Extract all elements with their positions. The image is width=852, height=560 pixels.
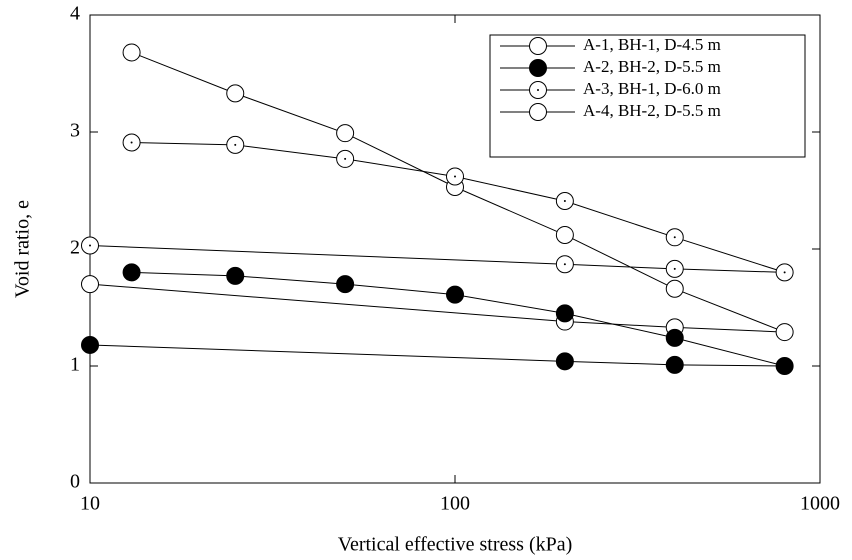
marker [529,59,547,77]
marker-circle [775,323,794,342]
marker [555,255,574,274]
marker-dot [130,141,133,144]
marker [665,279,684,298]
marker-circle [81,335,99,354]
marker-circle [665,355,684,374]
series-line [89,51,785,333]
marker [446,167,464,186]
marker-circle [555,225,574,244]
x-axis-title: Vertical effective stress (kPa) [338,534,573,556]
marker-dot [783,271,786,274]
marker-circle [81,275,99,294]
marker [226,266,245,285]
y-tick-label: 1 [70,354,80,376]
marker [446,285,464,304]
series-line [89,271,785,367]
marker [122,43,141,62]
marker [529,37,547,55]
legend-label: A-1, BH-1, D-4.5 m [583,35,721,54]
marker-dot [673,236,676,239]
marker [775,323,794,342]
marker [555,304,574,323]
marker [555,192,574,211]
marker-circle [529,37,547,55]
y-tick-label: 4 [70,3,80,25]
marker-dot [673,267,676,270]
marker-circle [665,328,684,347]
marker [775,263,794,282]
marker [529,81,547,99]
marker-dot [344,157,347,160]
y-tick-label: 3 [70,120,80,142]
marker-circle [226,84,245,103]
legend-label: A-4, BH-2, D-5.5 m [583,101,721,120]
marker-dot [89,244,91,247]
marker-circle [336,124,355,143]
marker-circle [122,263,141,282]
y-tick-label: 2 [70,237,80,259]
marker [665,228,684,247]
marker [555,352,574,371]
y-tick-label: 0 [70,471,80,493]
marker-circle [529,59,547,77]
marker-circle [226,266,245,285]
marker [122,263,141,282]
marker [81,335,99,354]
marker-circle [122,43,141,62]
y-axis-title: Void ratio, e [12,200,34,298]
marker [226,84,245,103]
marker [81,236,99,255]
marker-circle [665,279,684,298]
marker-circle [555,352,574,371]
marker [665,355,684,374]
series-line [89,142,785,273]
marker-dot [234,143,237,146]
marker [336,275,355,294]
marker [81,275,99,294]
x-tick-label: 10 [80,493,100,515]
marker [226,135,245,154]
marker-circle [446,285,464,304]
marker [336,149,355,168]
marker-dot [563,200,566,203]
marker-dot [537,89,539,91]
x-tick-label: 100 [440,493,470,515]
marker [665,259,684,278]
x-tick-label: 1000 [800,493,840,515]
marker [665,328,684,347]
marker-circle [775,357,794,375]
legend: A-1, BH-1, D-4.5 m A-2, BH-2, D-5.5 m A-3,… [489,34,806,158]
marker [336,124,355,143]
marker-circle [529,103,547,121]
marker [555,225,574,244]
marker-circle [555,304,574,323]
marker [775,357,794,375]
legend-label: A-3, BH-1, D-6.0 m [583,79,721,98]
marker [122,133,141,152]
legend-label: A-2, BH-2, D-5.5 m [583,57,721,76]
marker [529,103,547,121]
marker-circle [336,275,355,294]
marker-dot [454,175,456,178]
marker-dot [563,263,566,266]
